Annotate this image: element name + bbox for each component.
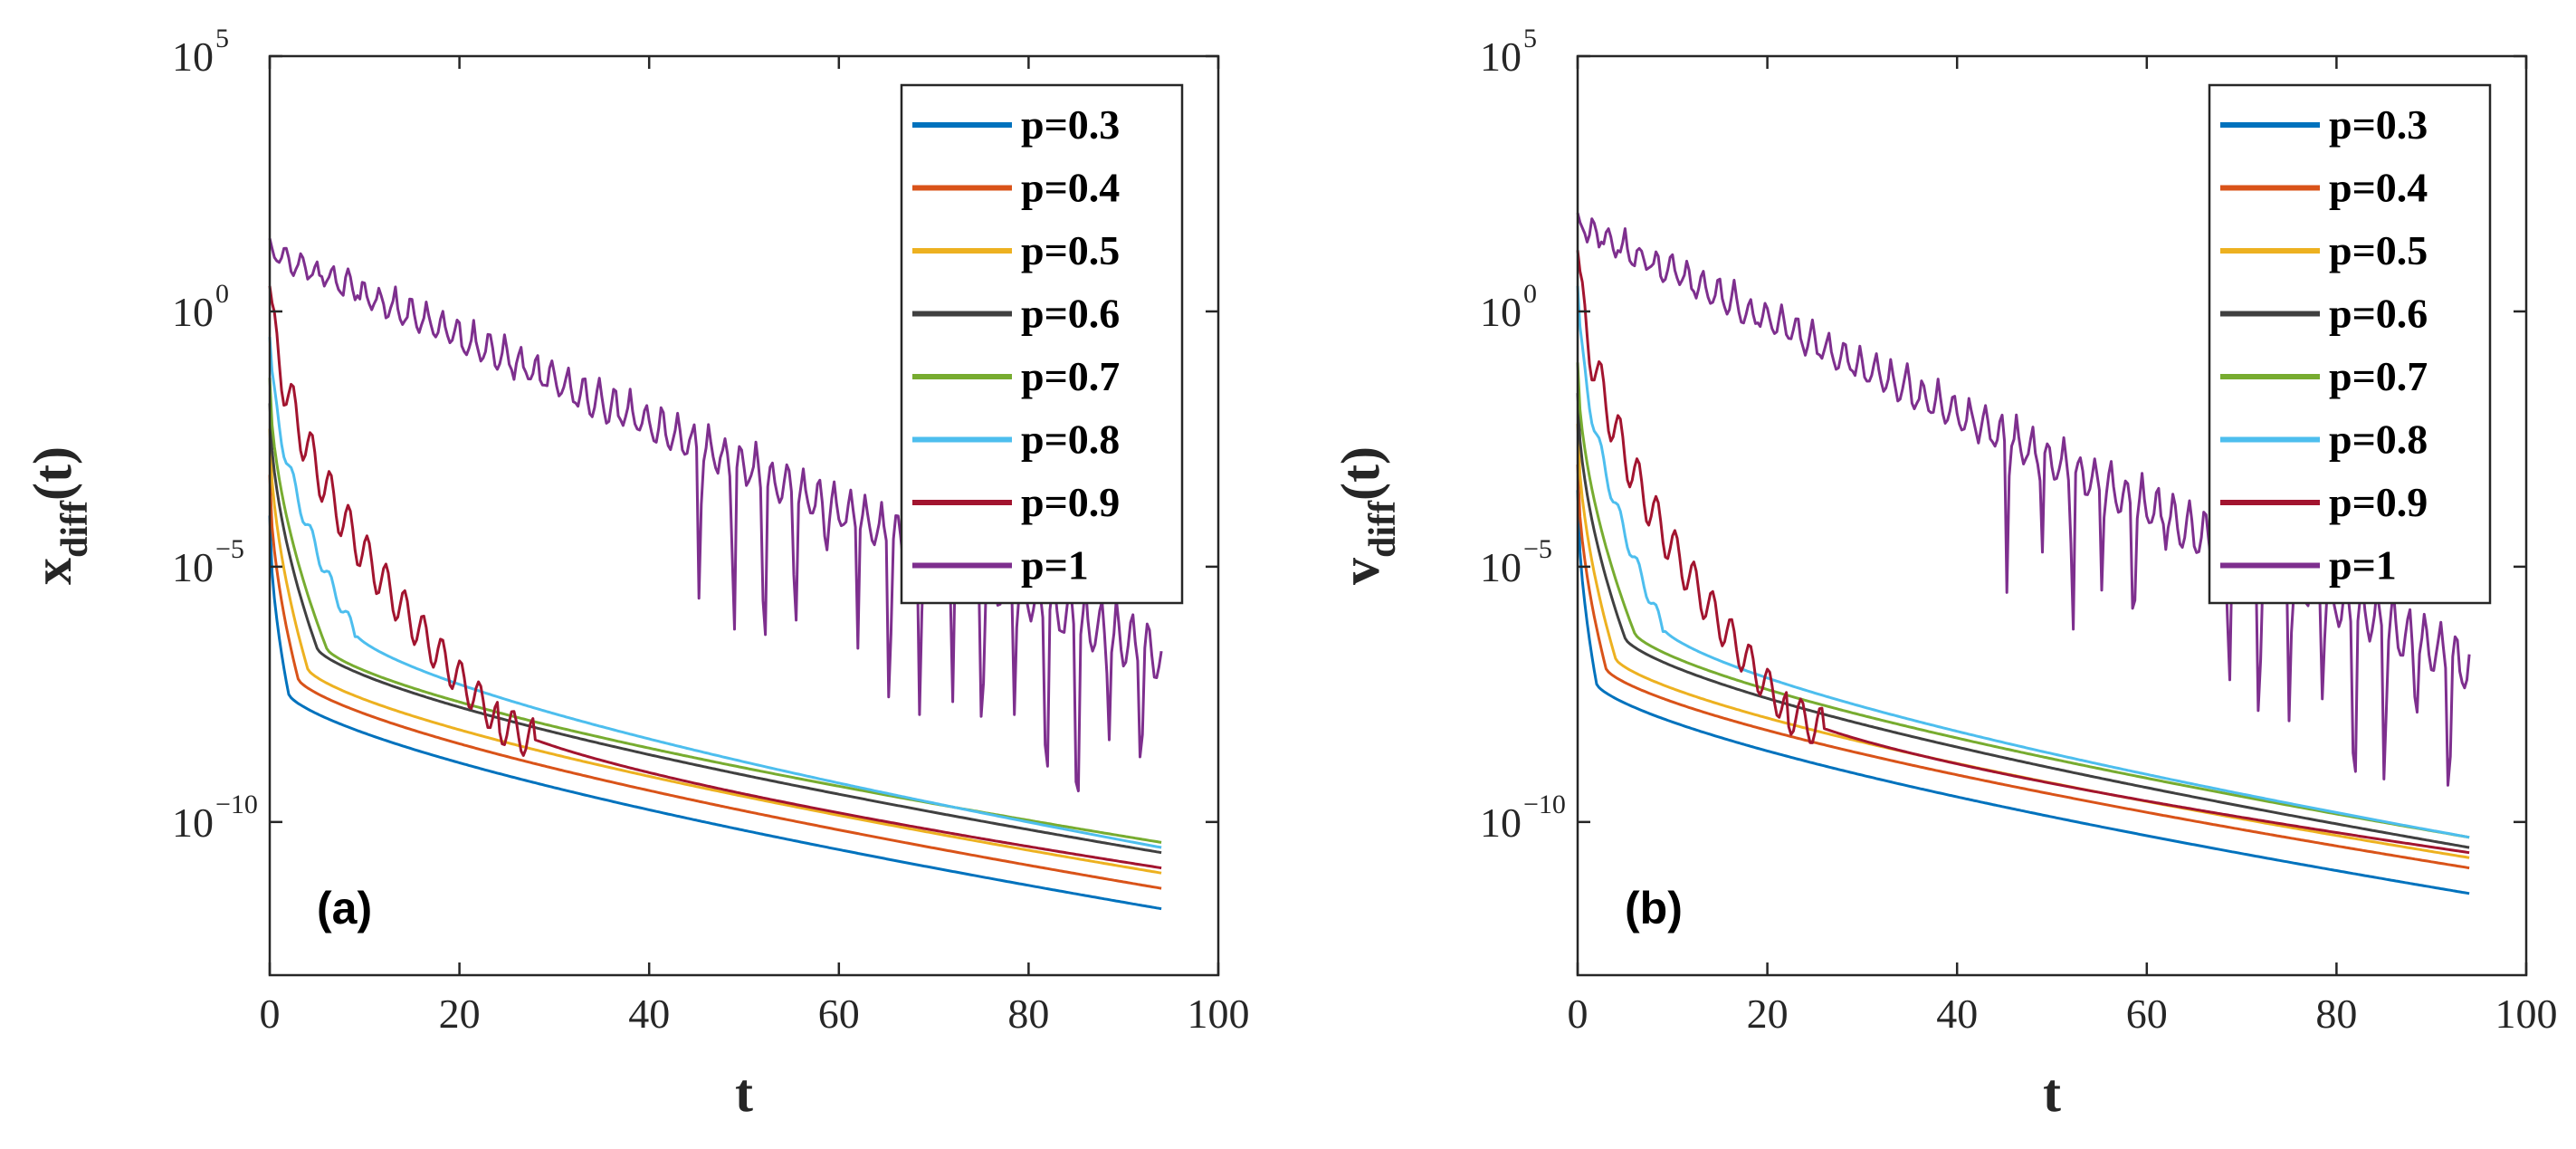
series-line-p=0.9 xyxy=(1576,250,2470,855)
y-axis-label: xdiff(t) xyxy=(23,446,96,585)
series-line-p=0.3 xyxy=(268,515,1162,911)
panel-label: (a) xyxy=(317,883,372,934)
series-line-p=0.8 xyxy=(1576,285,2470,839)
y-axis-label: vdiff(t) xyxy=(1331,446,1404,585)
series-line-p=1 xyxy=(268,237,1163,793)
x-tick-label: 80 xyxy=(2315,991,2357,1037)
x-tick-label: 60 xyxy=(2126,991,2168,1037)
y-tick-label: 10 xyxy=(1480,544,1522,590)
legend-label: p=0.5 xyxy=(2329,227,2428,273)
y-tick-label: 10 xyxy=(1480,34,1522,80)
y-axis-label-main: x xyxy=(23,558,82,585)
series-line-p=0.7 xyxy=(268,378,1162,844)
y-tick-label: 10 xyxy=(1480,800,1522,846)
legend-label: p=0.4 xyxy=(1021,165,1120,211)
x-tick-label: 40 xyxy=(628,991,670,1037)
plot-frame xyxy=(268,54,1220,977)
series-line-p=0.3 xyxy=(1576,490,2470,895)
x-tick-label: 20 xyxy=(439,991,481,1037)
legend-box xyxy=(900,83,1184,605)
legend: p=0.3 p=0.4 p=0.5 p=0.6 p=0.7 p=0.8 p=0.9 p=1 xyxy=(900,83,1184,605)
series-line-p=1 xyxy=(1576,212,2471,787)
series-line-p=0.6 xyxy=(268,403,1162,855)
svg-text:xdiff(t): xdiff(t) xyxy=(23,446,96,585)
x-tick-label: 100 xyxy=(2495,991,2558,1037)
legend-label: p=0.9 xyxy=(1021,479,1120,525)
y-tick-exponent: −10 xyxy=(1523,790,1566,819)
svg-text:vdiff(t): vdiff(t) xyxy=(1331,446,1404,585)
legend-label: p=0.6 xyxy=(2329,291,2428,337)
legend-box xyxy=(2208,83,2492,605)
series-line-p=0.4 xyxy=(268,474,1162,890)
legend-label: p=0.3 xyxy=(2329,101,2428,148)
legend: p=0.3 p=0.4 p=0.5 p=0.6 p=0.7 p=0.8 p=0.9 p=1 xyxy=(2208,83,2492,605)
y-tick-label: 10 xyxy=(172,34,214,80)
x-tick-label: 0 xyxy=(1568,991,1589,1037)
legend-label: p=0.8 xyxy=(1021,417,1120,463)
x-tick-label: 20 xyxy=(1747,991,1789,1037)
x-axis-label: t xyxy=(735,1063,753,1123)
y-axis-label-main: v xyxy=(1331,558,1390,585)
series-group xyxy=(268,237,1163,911)
x-tick-label: 100 xyxy=(1188,991,1250,1037)
x-tick-label: 40 xyxy=(1936,991,1978,1037)
y-tick-label: 10 xyxy=(172,289,214,335)
x-tick-label: 60 xyxy=(818,991,860,1037)
series-line-p=0.9 xyxy=(268,285,1162,870)
legend-label: p=0.7 xyxy=(1021,353,1120,399)
legend-label: p=0.3 xyxy=(1021,101,1120,148)
y-axis-label-subscript: diff xyxy=(1362,500,1404,558)
series-line-p=0.5 xyxy=(268,428,1162,875)
legend-label: p=1 xyxy=(1021,542,1089,589)
x-tick-label: 0 xyxy=(260,991,281,1037)
legend-label: p=0.8 xyxy=(2329,417,2428,463)
y-tick-label: 10 xyxy=(172,544,214,590)
y-tick-exponent: −10 xyxy=(215,790,258,819)
y-tick-exponent: 0 xyxy=(1523,279,1537,309)
series-line-p=0.7 xyxy=(1576,362,2470,839)
y-tick-label: 10 xyxy=(1480,289,1522,335)
y-tick-exponent: −5 xyxy=(215,534,244,564)
y-tick-exponent: −5 xyxy=(1523,534,1552,564)
y-tick-exponent: 5 xyxy=(1523,24,1537,53)
y-tick-label: 10 xyxy=(172,800,214,846)
y-axis-label-suffix: (t) xyxy=(23,446,82,501)
y-axis-label-suffix: (t) xyxy=(1331,446,1390,501)
x-axis-label: t xyxy=(2043,1063,2061,1123)
series-line-p=0.4 xyxy=(1576,464,2470,870)
legend-label: p=0.6 xyxy=(1021,291,1120,337)
x-tick-label: 80 xyxy=(1007,991,1049,1037)
legend-label: p=0.9 xyxy=(2329,479,2428,525)
legend-label: p=0.7 xyxy=(2329,353,2428,399)
legend-label: p=0.5 xyxy=(1021,227,1120,273)
series-group xyxy=(1576,212,2471,895)
plot-frame xyxy=(1576,54,2528,977)
panel-label: (b) xyxy=(1625,883,1683,934)
y-axis-label-subscript: diff xyxy=(54,500,96,558)
y-tick-exponent: 5 xyxy=(215,24,229,53)
series-line-p=0.8 xyxy=(268,336,1162,849)
legend-label: p=1 xyxy=(2329,542,2397,589)
legend-label: p=0.4 xyxy=(2329,165,2428,211)
y-tick-exponent: 0 xyxy=(215,279,229,309)
series-line-p=0.6 xyxy=(1576,393,2470,849)
